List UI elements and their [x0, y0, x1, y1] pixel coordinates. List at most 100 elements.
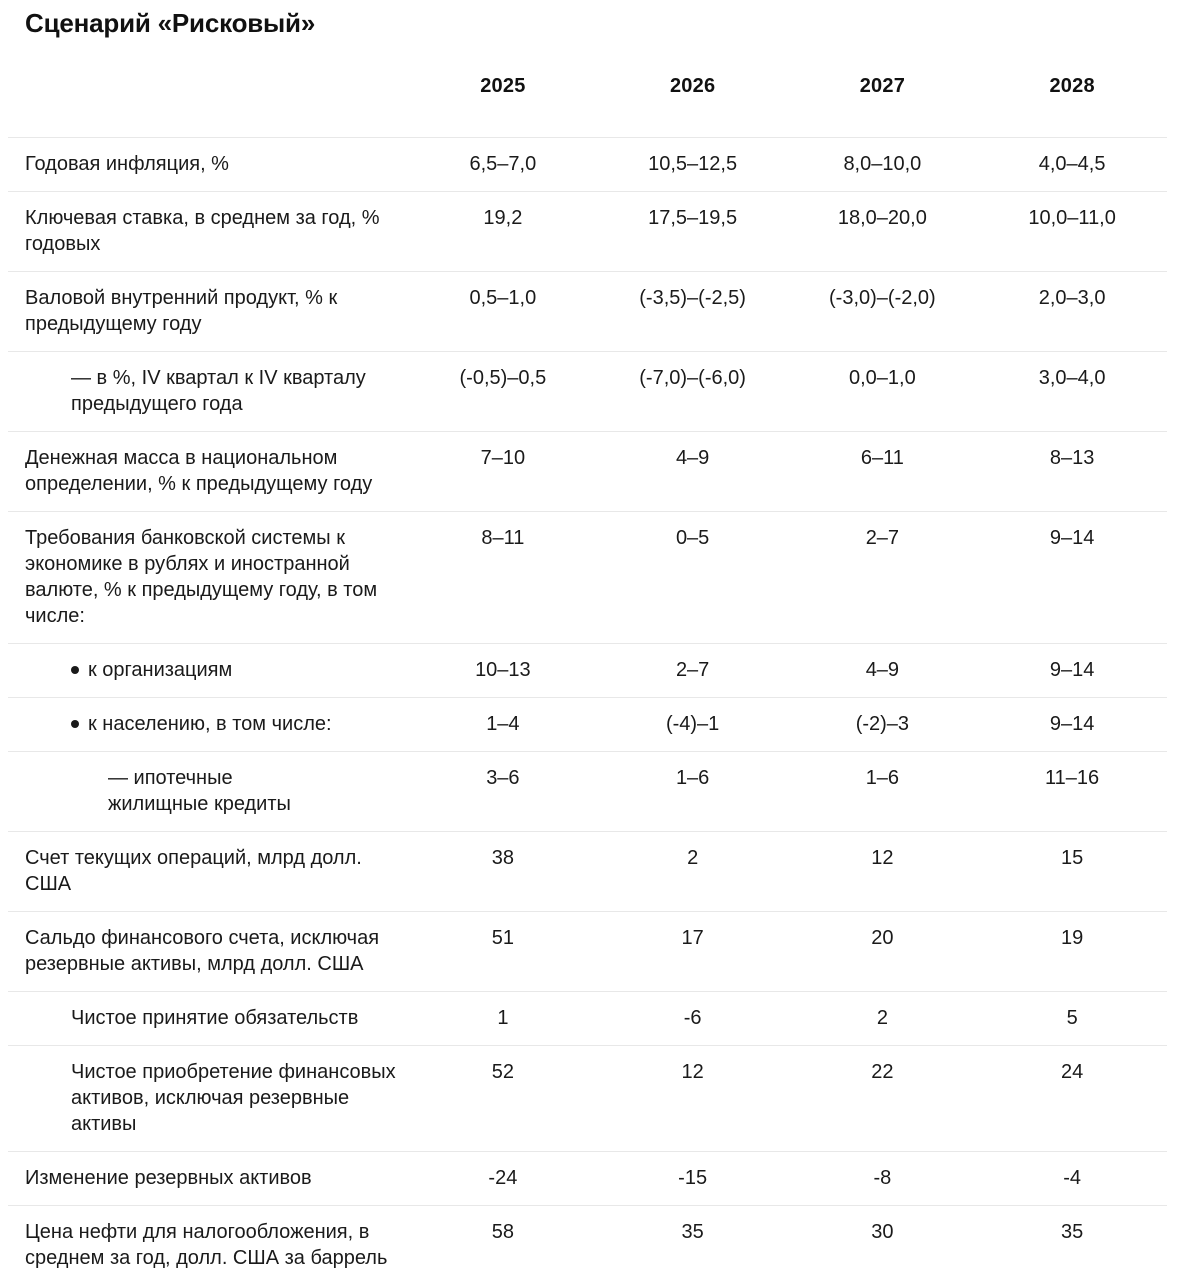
cell-value: 7–10 — [408, 431, 598, 512]
cell-value: 52 — [408, 1045, 598, 1152]
cell-value: 8–13 — [977, 431, 1167, 512]
row-label-cell: Сальдо финансового счета, исключая резер… — [8, 911, 408, 992]
table-row: Сальдо финансового счета, исключая резер… — [8, 911, 1167, 992]
row-label-cell: — ипотечные жилищные кредиты — [8, 751, 408, 832]
table-row: Денежная масса в национальном определени… — [8, 431, 1167, 512]
cell-value: 10,5–12,5 — [597, 137, 788, 192]
row-label: Требования банковской системы к экономик… — [25, 527, 378, 627]
cell-value: 51 — [408, 911, 598, 992]
row-label: к населению, в том числе: — [88, 713, 332, 735]
cell-value: 2,0–3,0 — [977, 271, 1167, 352]
cell-value: 58 — [408, 1205, 598, 1280]
cell-value: 0,5–1,0 — [408, 271, 598, 352]
cell-value: 10,0–11,0 — [977, 191, 1167, 272]
cell-value: (-4)–1 — [597, 697, 788, 752]
cell-value: 2 — [597, 831, 788, 912]
cell-value: 10–13 — [408, 643, 598, 698]
cell-value: 1 — [408, 991, 598, 1046]
table-row: Чистое приобретение финансовых активов, … — [8, 1045, 1167, 1152]
cell-value: 5 — [977, 991, 1167, 1046]
cell-value: 22 — [787, 1045, 978, 1152]
cell-value: 17,5–19,5 — [597, 191, 788, 272]
cell-value: 4–9 — [597, 431, 788, 512]
cell-value: 24 — [977, 1045, 1167, 1152]
row-label: Ключевая ставка, в среднем за год, % год… — [25, 207, 380, 255]
cell-value: 4,0–4,5 — [977, 137, 1167, 192]
table-row: к населению, в том числе: 1–4 (-4)–1 (-2)–3… — [8, 697, 1167, 752]
table-row: Годовая инфляция, % 6,5–7,0 10,5–12,5 8,0–1… — [8, 137, 1167, 192]
header-year-2028: 2028 — [977, 49, 1167, 138]
cell-value: 8–11 — [408, 511, 598, 644]
cell-value: 6–11 — [787, 431, 978, 512]
cell-value: 12 — [787, 831, 978, 912]
cell-value: 1–6 — [787, 751, 978, 832]
header-year-2026: 2026 — [597, 49, 788, 138]
table-row: Валовой внутренний продукт, % к предыдущ… — [8, 271, 1167, 352]
table-row: к организациям 10–13 2–7 4–9 9–14 — [8, 643, 1167, 698]
cell-value: 9–14 — [977, 697, 1167, 752]
row-label: — в %, IV квартал к IV кварталу предыдущ… — [71, 367, 366, 415]
cell-value: -8 — [787, 1151, 978, 1206]
cell-value: 0,0–1,0 — [787, 351, 978, 432]
table-row: — в %, IV квартал к IV кварталу предыдущ… — [8, 351, 1167, 432]
row-label-cell: к населению, в том числе: — [8, 697, 408, 752]
table-row: Цена нефти для налогообложения, в средне… — [8, 1205, 1167, 1280]
page: Сценарий «Рисковый» 2025 2026 2027 2028 … — [0, 8, 1195, 1280]
cell-value: 2–7 — [787, 511, 978, 644]
cell-value: 19 — [977, 911, 1167, 992]
row-label-cell: Годовая инфляция, % — [8, 137, 408, 192]
table-row: Изменение резервных активов -24 -15 -8 -4 — [8, 1151, 1167, 1206]
cell-value: 19,2 — [408, 191, 598, 272]
cell-value: -15 — [597, 1151, 788, 1206]
row-label: Цена нефти для налогообложения, в средне… — [25, 1221, 388, 1269]
row-label: Изменение резервных активов — [25, 1167, 312, 1189]
table-row: Требования банковской системы к экономик… — [8, 511, 1167, 644]
header-year-2027: 2027 — [787, 49, 978, 138]
cell-value: 3,0–4,0 — [977, 351, 1167, 432]
cell-value: 30 — [787, 1205, 978, 1280]
row-label-cell: Денежная масса в национальном определени… — [8, 431, 408, 512]
row-label: Чистое принятие обязательств — [71, 1007, 359, 1029]
table-header-row: 2025 2026 2027 2028 — [8, 49, 1167, 138]
header-year-2025: 2025 — [408, 49, 598, 138]
cell-value: (-2)–3 — [787, 697, 978, 752]
row-label-cell: Счет текущих операций, млрд долл. США — [8, 831, 408, 912]
cell-value: 4–9 — [787, 643, 978, 698]
row-label-cell: Чистое приобретение финансовых активов, … — [8, 1045, 408, 1152]
cell-value: 15 — [977, 831, 1167, 912]
cell-value: 12 — [597, 1045, 788, 1152]
cell-value: 0–5 — [597, 511, 788, 644]
bullet-icon — [71, 720, 79, 728]
row-label: к организациям — [88, 659, 233, 681]
cell-value: 9–14 — [977, 643, 1167, 698]
page-title: Сценарий «Рисковый» — [25, 8, 316, 38]
row-label-cell: — в %, IV квартал к IV кварталу предыдущ… — [8, 351, 408, 432]
cell-value: 17 — [597, 911, 788, 992]
cell-value: 20 — [787, 911, 978, 992]
cell-value: 2 — [787, 991, 978, 1046]
cell-value: 9–14 — [977, 511, 1167, 644]
cell-value: 38 — [408, 831, 598, 912]
table-row: — ипотечные жилищные кредиты 3–6 1–6 1–6 11–… — [8, 751, 1167, 832]
cell-value: 11–16 — [977, 751, 1167, 832]
cell-value: 35 — [597, 1205, 788, 1280]
row-label-cell: Валовой внутренний продукт, % к предыдущ… — [8, 271, 408, 352]
cell-value: (-3,5)–(-2,5) — [597, 271, 788, 352]
bullet-icon — [71, 666, 79, 674]
cell-value: 1–6 — [597, 751, 788, 832]
row-label: Счет текущих операций, млрд долл. США — [25, 847, 362, 895]
cell-value: 35 — [977, 1205, 1167, 1280]
cell-value: 1–4 — [408, 697, 598, 752]
cell-value: (-7,0)–(-6,0) — [597, 351, 788, 432]
table-row: Чистое принятие обязательств 1 -6 2 5 — [8, 991, 1167, 1046]
row-label-cell: к организациям — [8, 643, 408, 698]
cell-value: 3–6 — [408, 751, 598, 832]
table-row: Ключевая ставка, в среднем за год, % год… — [8, 191, 1167, 272]
cell-value: -4 — [977, 1151, 1167, 1206]
scenario-table: 2025 2026 2027 2028 Годовая инфляция, % 6… — [8, 49, 1167, 1280]
cell-value: (-3,0)–(-2,0) — [787, 271, 978, 352]
row-label-cell: Чистое принятие обязательств — [8, 991, 408, 1046]
row-label: Денежная масса в национальном определени… — [25, 447, 373, 495]
cell-value: 8,0–10,0 — [787, 137, 978, 192]
cell-value: -24 — [408, 1151, 598, 1206]
